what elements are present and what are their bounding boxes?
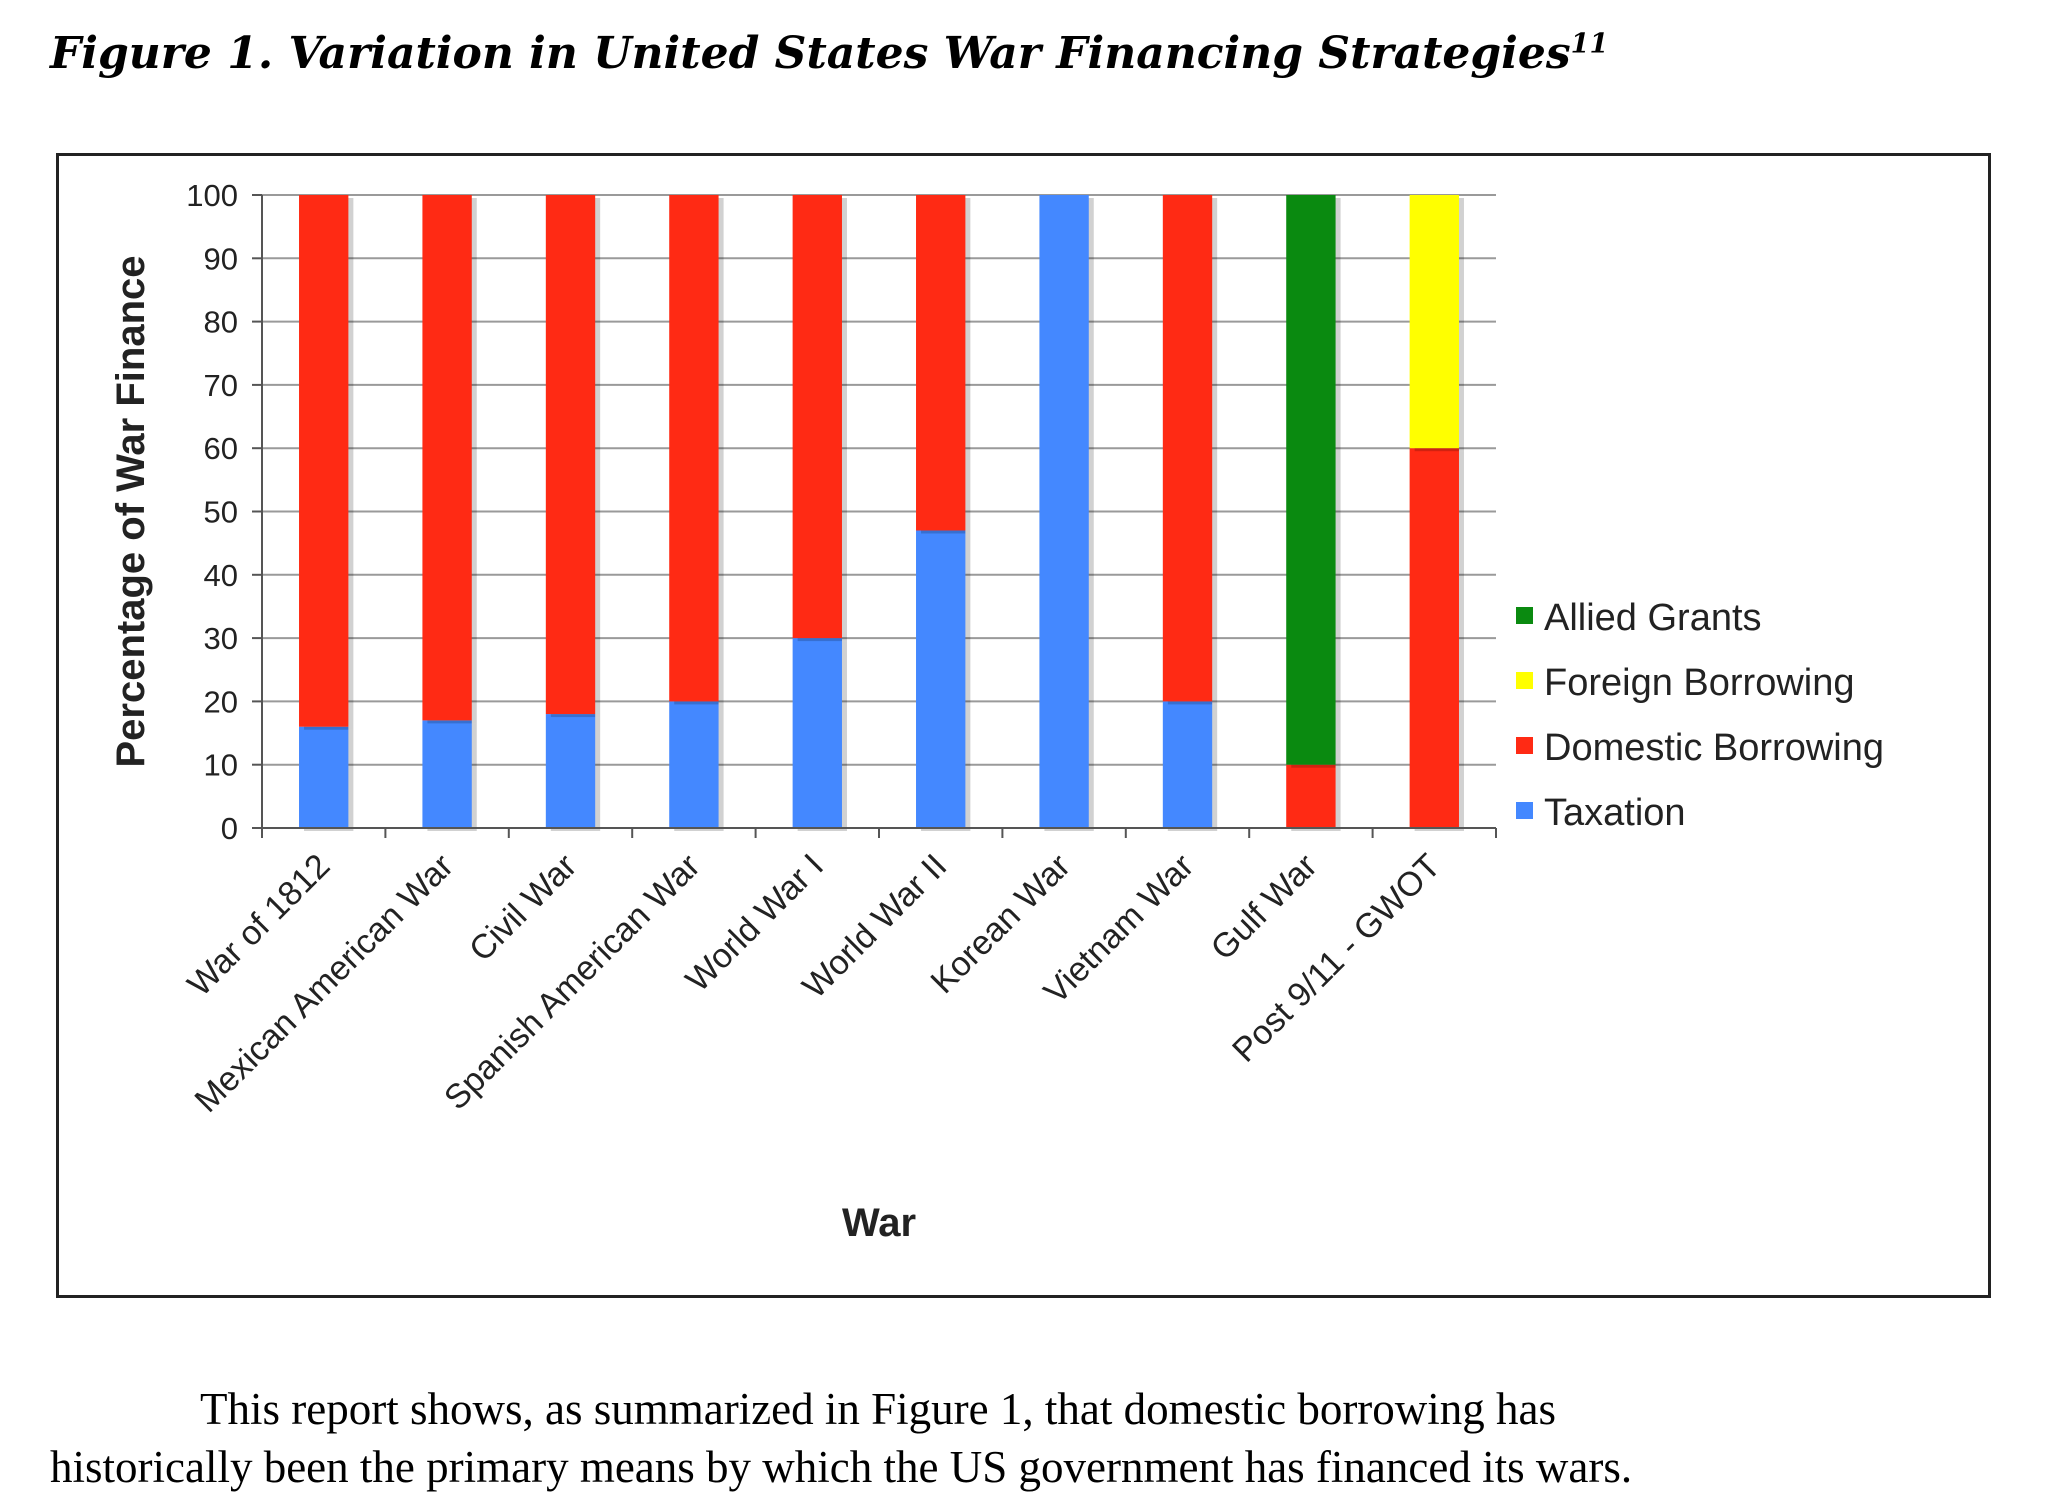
x-tick-label-civil-war: Civil War xyxy=(462,847,584,969)
bar-gulf-war-allied-grants xyxy=(1286,195,1336,765)
y-tick-label-40: 40 xyxy=(204,558,238,593)
legend-swatch-taxation xyxy=(1516,802,1533,819)
bar-vietnam-war-taxation xyxy=(1162,701,1213,828)
bar-civil-war-taxation xyxy=(545,714,596,828)
y-tick-label-20: 20 xyxy=(204,684,238,719)
chart-frame xyxy=(56,153,1991,1298)
legend: Allied Grants Foreign Borrowing Domestic B… xyxy=(1516,597,1884,834)
x-tick-label-mexican-american-war: Mexican American War xyxy=(188,847,461,1120)
figure-title: Figure 1. Variation in United States War… xyxy=(50,28,1608,79)
y-tick-label-80: 80 xyxy=(204,305,238,340)
body-line-1: This report shows, as summarized in Figu… xyxy=(200,1384,1557,1434)
legend-swatch-foreign-borrowing xyxy=(1516,672,1533,689)
legend-swatch-allied-grants xyxy=(1516,607,1533,624)
legend-swatch-domestic-borrowing xyxy=(1516,737,1533,754)
y-tick-label-90: 90 xyxy=(204,241,238,276)
bar-civil-war-domestic-borrowing xyxy=(545,195,596,715)
footnote-marker: 11 xyxy=(1570,28,1609,60)
axes xyxy=(252,194,1497,838)
x-axis-title: War xyxy=(842,1201,916,1245)
bar-spanish-american-war-domestic-borrowing xyxy=(669,195,719,702)
bar-mexican-american-war-taxation xyxy=(422,720,472,828)
bar-gulf-war-domestic-borrowing xyxy=(1286,764,1336,828)
y-tick-label-30: 30 xyxy=(204,621,238,656)
y-tick-label-60: 60 xyxy=(204,431,238,466)
legend-label-allied-grants: Allied Grants xyxy=(1544,597,1762,639)
body-paragraph: This report shows, as summarized in Figu… xyxy=(50,1380,2010,1496)
y-tick-label-70: 70 xyxy=(204,368,238,403)
y-tick-label-0: 0 xyxy=(221,811,238,846)
bar-world-war-ii-domestic-borrowing xyxy=(916,195,966,531)
y-tick-label-10: 10 xyxy=(204,748,238,783)
legend-label-taxation: Taxation xyxy=(1544,792,1686,834)
y-tick-label-100: 100 xyxy=(186,178,238,213)
war-finance-chart: 0 10 20 30 40 50 60 70 80 90 100 War of 1812Mexica… xyxy=(109,178,1884,1245)
bar-post-9-11-gwot-foreign-borrowing xyxy=(1409,195,1459,449)
x-tick-label-gulf-war: Gulf War xyxy=(1204,847,1325,968)
bar-war-of-1812-domestic-borrowing xyxy=(299,195,349,727)
bar-war-of-1812-taxation xyxy=(299,726,349,828)
y-tick-labels: 0 10 20 30 40 50 60 70 80 90 100 xyxy=(186,178,238,846)
y-axis-title: Percentage of War Finance xyxy=(109,256,153,768)
bar-mexican-american-war-domestic-borrowing xyxy=(422,195,472,721)
bar-post-9-11-gwot-domestic-borrowing xyxy=(1409,448,1459,828)
bar-world-war-i-domestic-borrowing xyxy=(792,195,842,639)
bar-world-war-i-taxation xyxy=(792,638,842,828)
x-tick-label-spanish-american-war: Spanish American War xyxy=(437,847,708,1118)
bar-korean-war-taxation xyxy=(1039,195,1089,828)
bars xyxy=(299,195,1464,831)
bar-world-war-ii-taxation xyxy=(916,530,966,828)
body-line-2: historically been the primary means by w… xyxy=(50,1442,1633,1492)
legend-label-foreign-borrowing: Foreign Borrowing xyxy=(1544,662,1854,704)
figure-title-text: Figure 1. Variation in United States War… xyxy=(50,28,1571,79)
bar-spanish-american-war-taxation xyxy=(669,701,719,828)
legend-label-domestic-borrowing: Domestic Borrowing xyxy=(1544,727,1884,769)
bar-vietnam-war-domestic-borrowing xyxy=(1162,195,1213,702)
x-tick-label-post-9-11-gwot: Post 9/11 - GWOT xyxy=(1225,847,1448,1070)
y-tick-label-50: 50 xyxy=(204,495,238,530)
